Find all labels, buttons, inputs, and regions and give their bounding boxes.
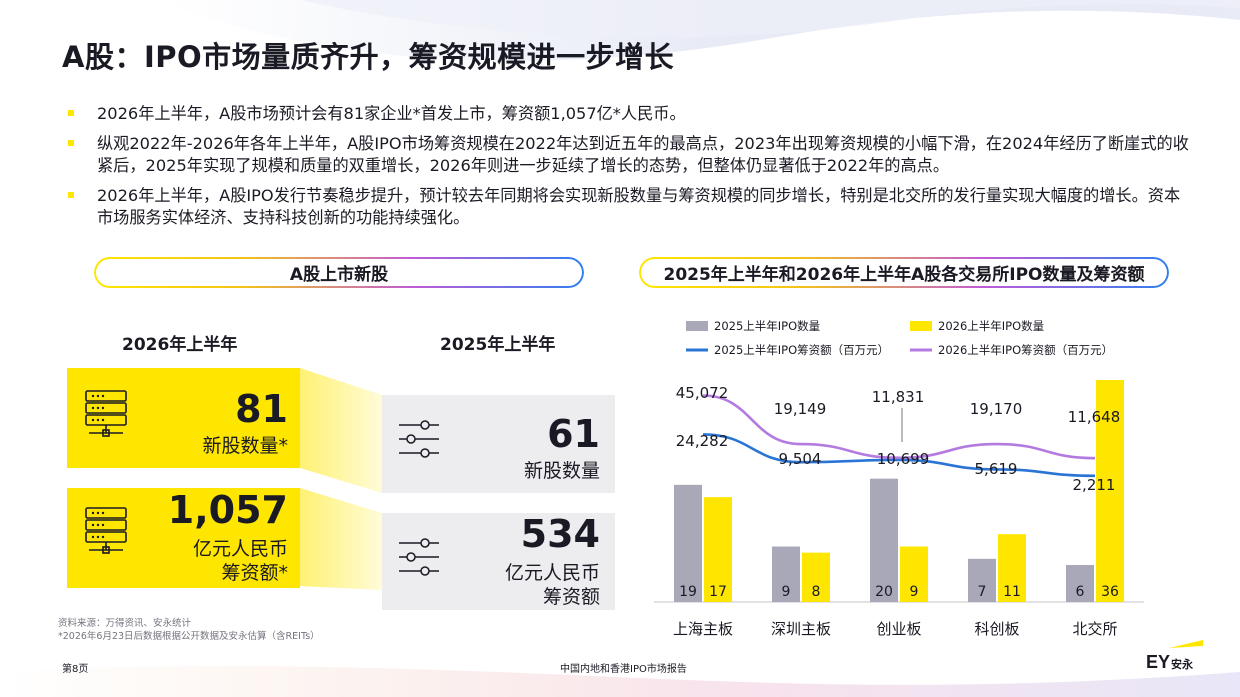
category-label: 深圳主板 [771, 620, 831, 638]
connector-shape [300, 368, 382, 590]
source-line: 资料来源：万得资讯、安永统计 [58, 618, 192, 629]
bar [802, 552, 830, 602]
bullet-item: 2026年上半年，A股IPO发行节奏稳步提升，预计较去年同期将会实现新股数量与筹… [66, 185, 1196, 229]
svg-text:EY: EY [1146, 652, 1170, 672]
legend-label: 2025上半年IPO筹资额（百万元） [714, 343, 889, 357]
bar-value-label: 9 [782, 584, 791, 600]
sliders-icon [399, 538, 439, 576]
count-2025-card [382, 395, 615, 493]
footnote-line: *2026年6月23日后数据根据公开数据及安永估算（含REITs） [58, 631, 320, 642]
bar [870, 478, 898, 602]
line-value-label: 19,149 [774, 400, 827, 418]
category-label: 上海主板 [673, 620, 733, 638]
bar [1096, 380, 1124, 602]
line-value-label: 5,619 [975, 460, 1018, 478]
bullet-item: 2026年上半年，A股市场预计会有81家企业*首发上市，筹资额1,057亿*人民… [66, 103, 1196, 125]
bar [704, 497, 732, 602]
bullet-list: 2026年上半年，A股市场预计会有81家企业*首发上市，筹资额1,057亿*人民… [66, 103, 1196, 237]
bar-value-label: 11 [1003, 584, 1021, 600]
bar-value-label: 9 [910, 584, 919, 600]
bullet-item: 纵观2022年-2026年各年上半年，A股IPO市场筹资规模在2022年达到近五… [66, 133, 1196, 177]
server-icon [85, 507, 127, 554]
line-value-label: 9,504 [779, 450, 822, 468]
line-value-label: 10,699 [877, 450, 930, 468]
bar-value-label: 17 [709, 584, 727, 600]
bar [772, 546, 800, 602]
legend-label: 2025上半年IPO数量 [714, 319, 820, 333]
category-label: 北交所 [1072, 620, 1117, 638]
amount-2025-unit: 亿元人民币 [504, 562, 600, 584]
line-value-label: 11,831 [872, 388, 925, 406]
bar-value-label: 20 [875, 584, 893, 600]
bar [900, 546, 928, 602]
bar-value-label: 6 [1076, 584, 1085, 600]
bar-value-label: 36 [1101, 584, 1119, 600]
server-icon [85, 390, 127, 437]
amount-2026-value: 1,057 [167, 488, 288, 532]
sliders-icon [399, 420, 439, 458]
svg-text:安永: 安永 [1171, 657, 1194, 671]
legend-label: 2026上半年IPO筹资额（百万元） [938, 343, 1113, 357]
count-2026-label: 新股数量* [202, 435, 288, 457]
ey-logo: EY 安永 [1146, 640, 1203, 672]
line-value-label: 24,282 [676, 432, 729, 450]
ipo-exchange-chart: 2025上半年IPO数量 2026上半年IPO数量 2025上半年IPO筹资额（百万… [654, 319, 1144, 638]
series-line [702, 433, 1096, 478]
right-panel-heading: 2025年上半年和2026年上半年A股各交易所IPO数量及筹资额 [639, 257, 1169, 288]
legend-swatch [910, 321, 932, 331]
category-label: 创业板 [876, 620, 921, 638]
line-value-label: 2,211 [1073, 476, 1116, 494]
source-note: 资料来源：万得资讯、安永统计 *2026年6月23日后数据根据公开数据及安永估算… [58, 617, 320, 643]
amount-2026-unit: 亿元人民币 [192, 538, 288, 560]
period-2026-label: 2026年上半年 [122, 335, 238, 355]
count-2026-value: 81 [235, 387, 288, 431]
bar-value-label: 19 [679, 584, 697, 600]
left-panel-heading: A股上市新股 [94, 257, 584, 288]
report-name: 中国内地和香港IPO市场报告 [560, 664, 687, 675]
legend-swatch [686, 321, 708, 331]
count-2025-value: 61 [547, 412, 600, 456]
amount-2025-value: 534 [520, 512, 600, 556]
count-2026-card [67, 368, 300, 468]
line-value-label: 45,072 [676, 384, 729, 402]
amount-2026-label: 筹资额* [221, 562, 288, 584]
bar [1066, 565, 1094, 602]
series-line [702, 394, 1096, 460]
amount-2025-label: 筹资额 [542, 586, 600, 608]
category-label: 科创板 [974, 620, 1019, 638]
bar [998, 534, 1026, 602]
bar-value-label: 7 [978, 584, 987, 600]
page-number: 第8页 [62, 664, 89, 675]
period-2025-label: 2025年上半年 [440, 335, 556, 355]
page-title: A股：IPO市场量质齐升，筹资规模进一步增长 [62, 40, 675, 74]
legend-label: 2026上半年IPO数量 [938, 319, 1044, 333]
bar [674, 484, 702, 602]
amount-2025-card [382, 513, 615, 610]
line-value-label: 11,648 [1068, 408, 1121, 426]
count-2025-label: 新股数量 [523, 460, 600, 482]
amount-2026-card [67, 488, 300, 588]
bar [968, 558, 996, 602]
line-value-label: 19,170 [970, 400, 1023, 418]
bar-value-label: 8 [812, 584, 821, 600]
